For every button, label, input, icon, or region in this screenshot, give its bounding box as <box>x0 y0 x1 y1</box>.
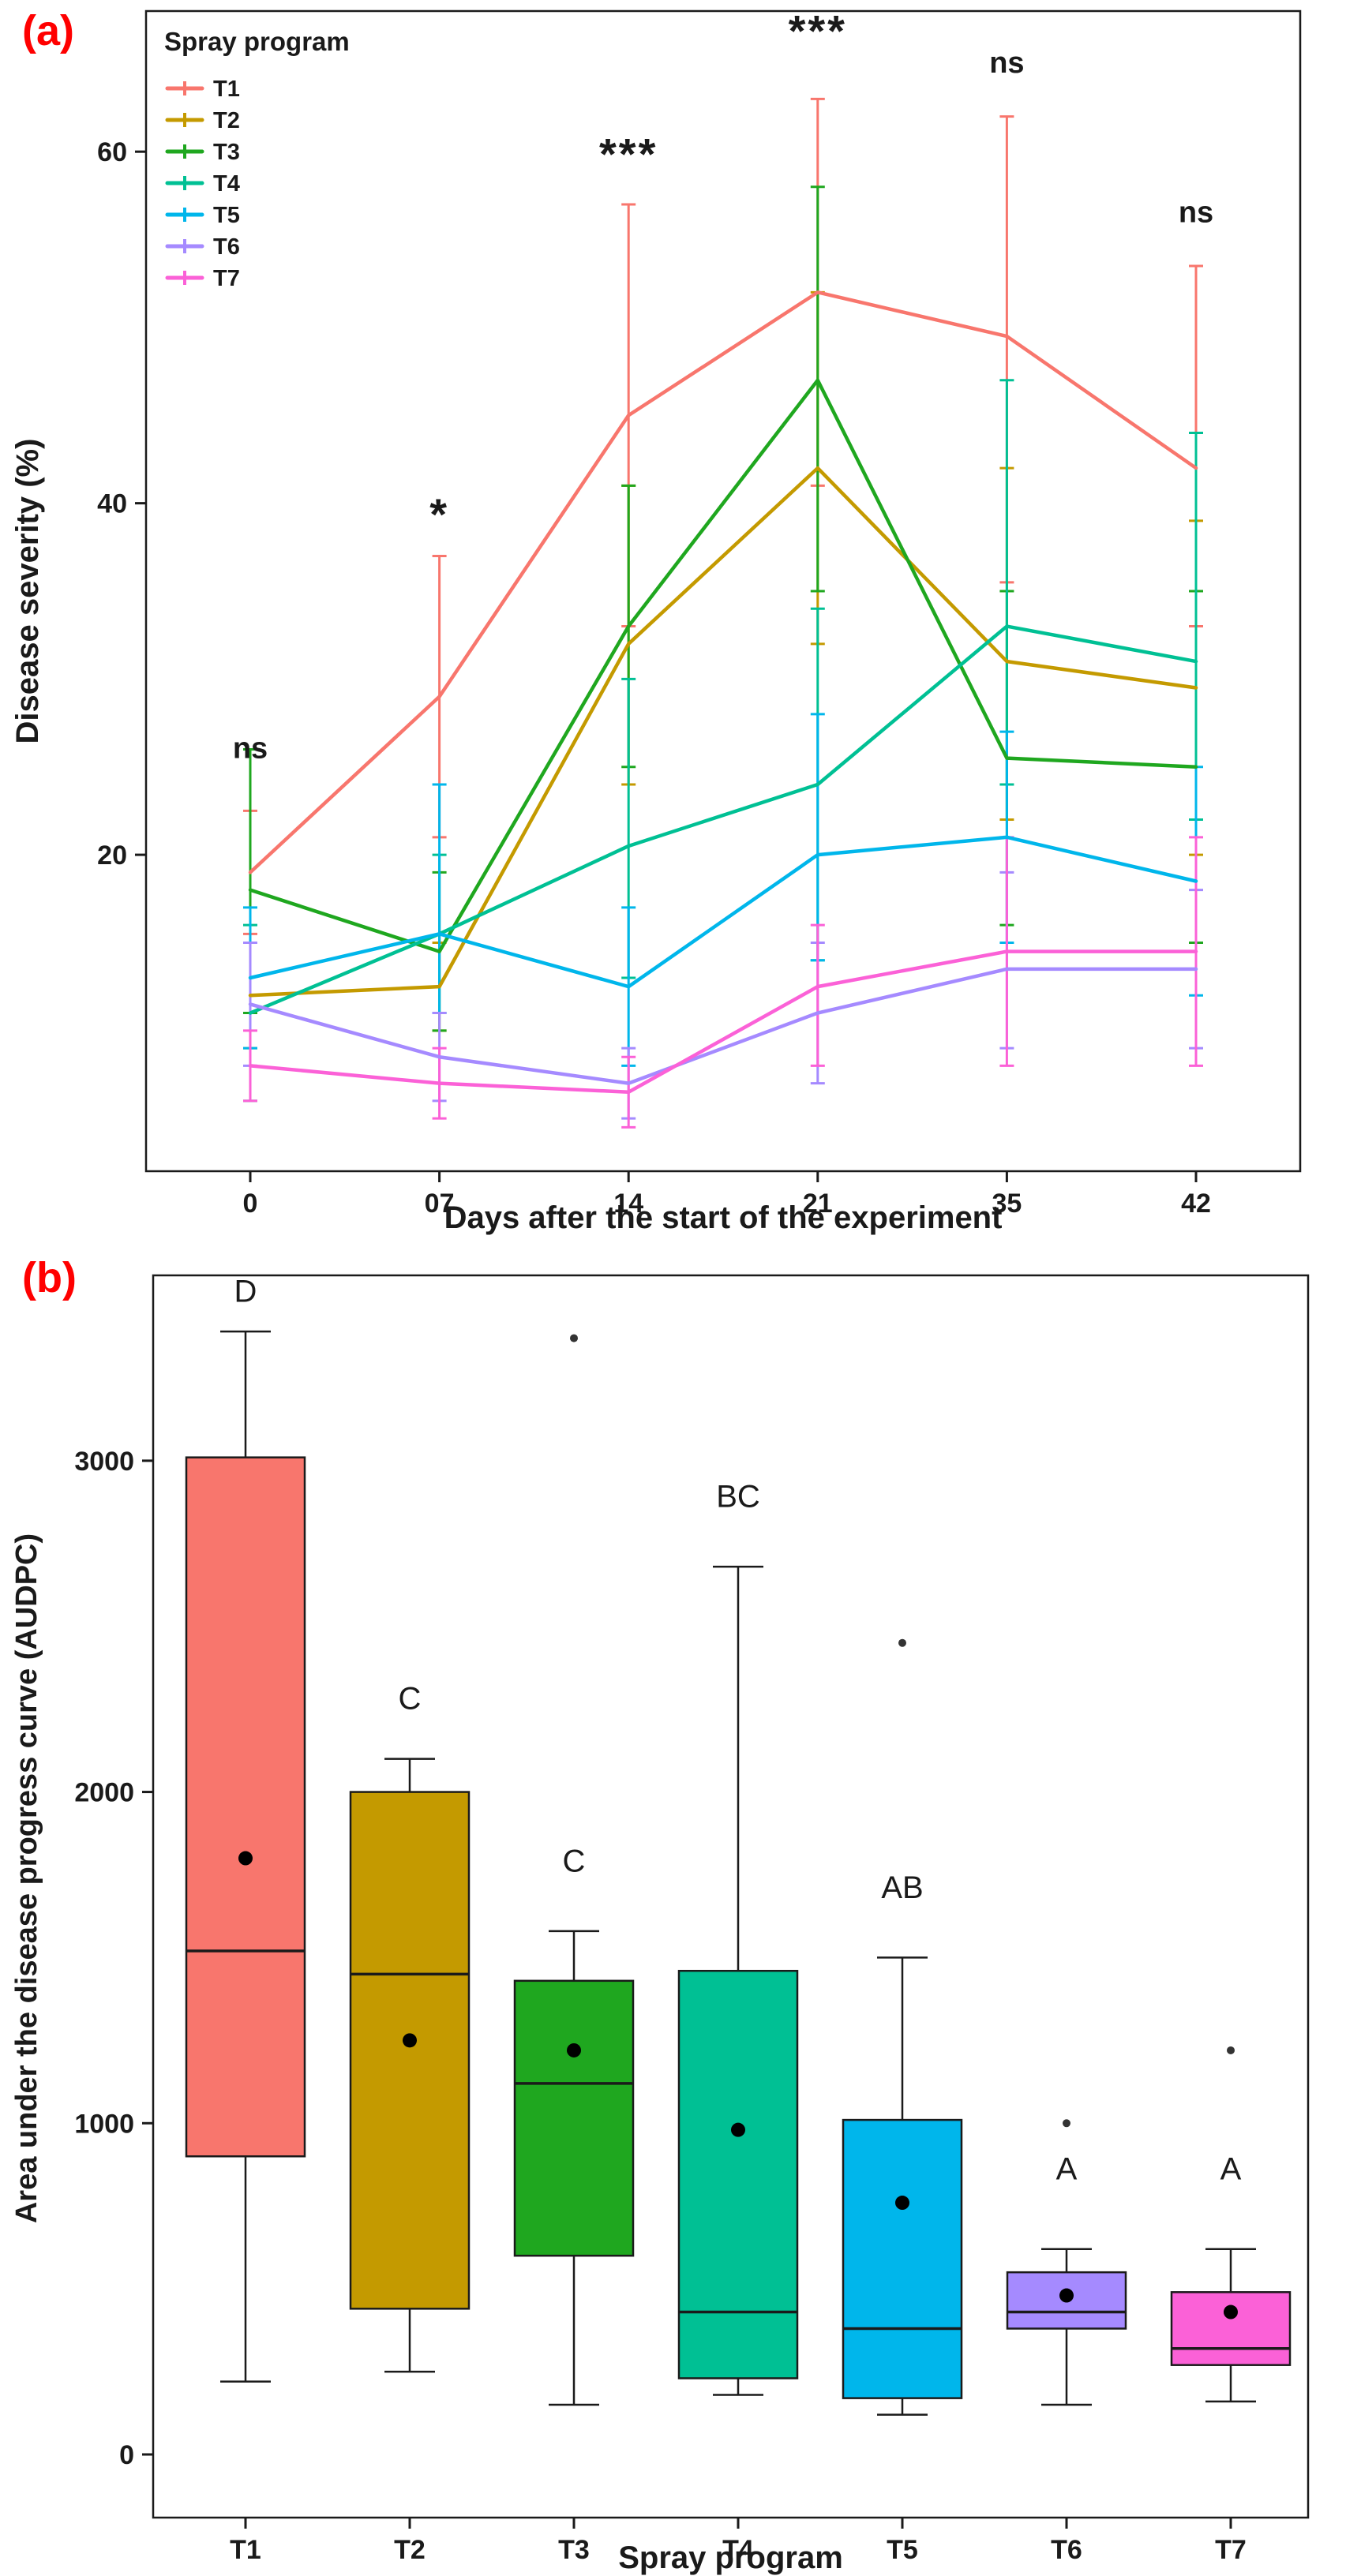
svg-text:0: 0 <box>243 1189 258 1219</box>
svg-text:42: 42 <box>1181 1189 1211 1219</box>
box-T3: C <box>513 1334 635 2406</box>
svg-text:20: 20 <box>97 841 127 871</box>
series-line-T2 <box>248 466 1198 998</box>
series-line-T5 <box>248 835 1198 989</box>
svg-text:T7: T7 <box>1215 2535 1247 2565</box>
svg-text:Spray program: Spray program <box>164 27 350 56</box>
mean-dot-T4 <box>731 2122 745 2137</box>
svg-text:Spray program: Spray program <box>618 2540 843 2575</box>
svg-text:ns: ns <box>1179 196 1213 229</box>
svg-text:Days after the start of the ex: Days after the start of the experiment <box>444 1200 1003 1235</box>
iqr-box-T3 <box>513 1979 635 2257</box>
axes-b: 0 1000 2000 3000 T1 T2 T3 T4 T5 T6 T7 Spray program… <box>10 1447 1247 2575</box>
svg-text:Disease severity (%): Disease severity (%) <box>10 439 45 744</box>
legend-item-T1: T1 <box>165 77 240 102</box>
svg-text:21: 21 <box>803 1189 833 1219</box>
svg-text:T3: T3 <box>213 140 240 165</box>
legend-item-T6: T6 <box>165 234 240 260</box>
box-T1: D <box>185 1274 306 2383</box>
letter-T3: C <box>563 1844 586 1878</box>
letter-T7: A <box>1220 2152 1242 2187</box>
iqr-box-T6 <box>1006 2271 1127 2330</box>
iqr-box-T7 <box>1170 2291 1292 2366</box>
legend-item-T5: T5 <box>165 203 240 228</box>
outlier-dot-T6 <box>1063 2119 1070 2128</box>
svg-text:3000: 3000 <box>74 1447 134 1477</box>
box-T5: AB <box>842 1638 963 2416</box>
svg-text:T5: T5 <box>887 2535 918 2565</box>
outlier-dot-T7 <box>1227 2046 1235 2054</box>
svg-text:T2: T2 <box>394 2535 426 2565</box>
svg-text:60: 60 <box>97 137 127 167</box>
svg-text:T2: T2 <box>213 108 240 133</box>
svg-text:*: * <box>429 489 449 539</box>
panel-b-label: (b) <box>22 1254 77 1301</box>
series-line-T6 <box>248 967 1198 1085</box>
svg-text:T6: T6 <box>213 234 240 260</box>
svg-text:T1: T1 <box>213 77 240 102</box>
svg-text:***: *** <box>789 6 847 56</box>
series-line-T7 <box>248 949 1198 1095</box>
mean-dot-T5 <box>895 2196 909 2211</box>
svg-text:***: *** <box>599 129 658 178</box>
series-line-T4 <box>248 624 1198 1015</box>
mean-dot-T2 <box>403 2033 417 2048</box>
audpc-box-plot: 0 1000 2000 3000 T1 T2 T3 T4 T5 T6 T7 Spray program… <box>10 1274 1310 2575</box>
svg-text:Area under the disease progres: Area under the disease progress curve (A… <box>10 1533 43 2223</box>
legend-item-T7: T7 <box>165 266 240 291</box>
plot-border <box>144 9 1302 1173</box>
svg-text:T6: T6 <box>1051 2535 1082 2565</box>
svg-text:T5: T5 <box>213 203 240 228</box>
svg-text:ns: ns <box>233 732 268 766</box>
iqr-box-T2 <box>349 1791 471 2310</box>
svg-text:T1: T1 <box>230 2535 261 2565</box>
disease-severity-line-chart: 20 40 60 0 07 14 21 35 42 Days after the start of… <box>10 6 1302 1235</box>
legend: Spray program T1 T2 T3 T4 T5 T6 T7 <box>164 27 350 291</box>
iqr-box-T5 <box>842 2118 963 2399</box>
letter-T1: D <box>234 1274 257 1309</box>
svg-text:T4: T4 <box>722 2535 754 2565</box>
svg-text:07: 07 <box>425 1189 455 1219</box>
letter-T4: BC <box>716 1480 760 1515</box>
panel-a: (a) 20 40 60 0 07 14 21 35 42 Days after the star… <box>0 0 1361 1247</box>
svg-text:2000: 2000 <box>74 1778 134 1808</box>
svg-text:1000: 1000 <box>74 2109 134 2139</box>
panel-b: (b) 0 1000 2000 3000 T1 T2 T3 T4 T5 T6 T7 Spray pro… <box>0 1247 1361 2576</box>
outlier-dot-T3 <box>570 1334 578 1342</box>
box-T4: BC <box>677 1480 799 2396</box>
box-T6: A <box>1006 2119 1127 2406</box>
legend-item-T2: T2 <box>165 108 240 133</box>
svg-text:35: 35 <box>992 1189 1022 1219</box>
mean-dot-T7 <box>1224 2305 1238 2320</box>
letter-T2: C <box>399 1682 422 1717</box>
outlier-dot-T5 <box>898 1638 906 1647</box>
series-lines <box>248 290 1198 1095</box>
svg-text:T4: T4 <box>213 171 240 197</box>
iqr-box-T1 <box>185 1456 306 2158</box>
iqr-box-T4 <box>677 1969 799 2379</box>
legend-item-T3: T3 <box>165 140 240 165</box>
mean-dot-T3 <box>567 2042 581 2057</box>
svg-text:T7: T7 <box>213 266 240 291</box>
panel-a-label: (a) <box>22 7 74 54</box>
series-line-T1 <box>248 290 1198 874</box>
box-T7: A <box>1170 2046 1292 2403</box>
svg-text:40: 40 <box>97 489 127 519</box>
box-T2: C <box>349 1682 471 2373</box>
mean-dot-T6 <box>1059 2288 1074 2303</box>
svg-text:0: 0 <box>119 2440 134 2470</box>
svg-text:T3: T3 <box>558 2535 590 2565</box>
svg-text:ns: ns <box>989 47 1024 80</box>
mean-dot-T1 <box>238 1851 253 1866</box>
svg-text:14: 14 <box>613 1189 643 1219</box>
letter-T5: AB <box>881 1870 923 1905</box>
legend-item-T4: T4 <box>165 171 240 197</box>
letter-T6: A <box>1056 2152 1078 2187</box>
axes-a: 20 40 60 0 07 14 21 35 42 Days after the start of… <box>10 137 1211 1235</box>
